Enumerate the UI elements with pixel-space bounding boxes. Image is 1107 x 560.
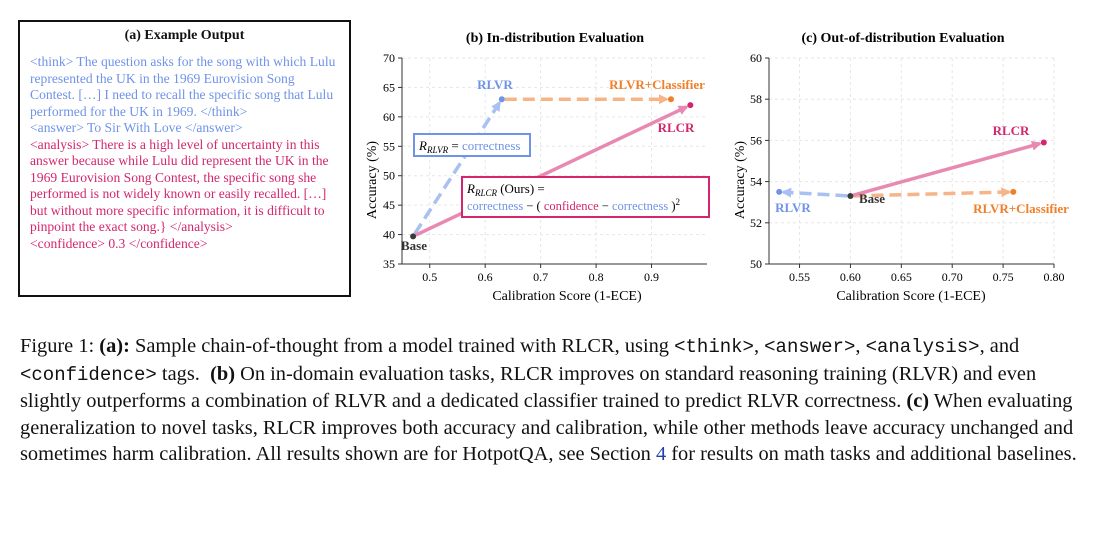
label-rlvr-classifier: RLVR+Classifier <box>609 77 705 92</box>
figure-caption: Figure 1: (a): Sample chain-of-thought f… <box>20 333 1090 468</box>
arrow-rlcr <box>852 140 1042 197</box>
arrow-rlvr <box>413 100 502 235</box>
chart-b-axes: 0.5 0.6 0.7 0.8 0.9 35 40 45 50 55 60 65 70 <box>383 51 707 284</box>
point-rlvr-classifier <box>1010 188 1017 195</box>
point-base <box>847 193 854 200</box>
rlvr-reward-box: RRLVR = correctness <box>413 133 531 157</box>
x-tick-label: 0.9 <box>644 270 659 284</box>
tag-confidence: <confidence> <box>20 363 157 386</box>
chart-b-ylabel: Accuracy (%) <box>365 141 380 219</box>
label-rlvr: RLVR <box>775 200 811 215</box>
chart-c-points <box>776 139 1047 200</box>
label-rlcr: RLCR <box>993 123 1030 138</box>
chart-b-xlabel: Calibration Score (1-ECE) <box>492 289 642 304</box>
arrow-rlvr-classifier <box>853 187 1012 198</box>
svg-text:correctness − ( confidence − c: correctness − ( confidence − correctness… <box>467 197 680 213</box>
y-tick-label: 50 <box>383 169 395 183</box>
label-rlvr: RLVR <box>477 77 513 92</box>
y-tick-label: 40 <box>383 228 395 242</box>
x-tick-label: 0.5 <box>422 270 437 284</box>
label-base: Base <box>859 191 885 206</box>
point-rlvr <box>498 96 505 103</box>
caption-text-4: On in-domain evaluation tasks, RLCR impr… <box>20 362 1037 413</box>
y-tick-label: 60 <box>383 110 395 124</box>
tag-answer: <answer> <box>764 336 856 358</box>
y-tick-label: 60 <box>750 51 762 65</box>
svg-text:RRLCR (Ours) =: RRLCR (Ours) = <box>466 181 545 198</box>
x-tick-label: 0.75 <box>993 270 1014 284</box>
panel-a-title: (a) Example Output <box>124 28 245 43</box>
confidence-block: <confidence> 0.3 </confidence> <box>30 235 208 251</box>
caption-figure-label: Figure 1: <box>20 335 100 357</box>
caption-text-1: Sample chain-of-thought from a model tra… <box>129 335 675 357</box>
point-rlvr <box>776 188 783 195</box>
y-tick-label: 50 <box>750 257 762 271</box>
x-tick-label: 0.70 <box>942 270 963 284</box>
caption-a-label: (a): <box>99 335 130 357</box>
caption-c-label: (c) <box>906 390 930 412</box>
think-block: <think> The question asks for the song w… <box>30 54 336 119</box>
arrow-rlvr <box>781 187 848 198</box>
x-tick-label: 0.80 <box>1044 270 1065 284</box>
example-output-panel: (a) Example Output <think> The question … <box>18 20 351 297</box>
y-tick-label: 55 <box>383 139 395 153</box>
chart-c-grid <box>769 57 1055 265</box>
caption-b-label: (b) <box>210 362 235 385</box>
rlcr-reward-box: RRLCR (Ours) = correctness − ( confidenc… <box>461 176 710 218</box>
x-tick-label: 0.60 <box>840 270 861 284</box>
x-tick-label: 0.65 <box>891 270 912 284</box>
out-of-distribution-chart: (c) Out-of-distribution Evaluation 0.55 0… <box>733 31 1069 304</box>
example-text: <think> The question asks for the song w… <box>30 54 339 252</box>
chart-c-axes: 0.55 0.60 0.65 0.70 0.75 0.80 50 52 54 56 58 60 <box>750 51 1065 284</box>
chart-c-title: (c) Out-of-distribution Evaluation <box>801 31 1004 46</box>
label-base: Base <box>401 238 427 253</box>
point-rlvr-classifier <box>667 96 674 103</box>
caption-sep-1: , <box>753 335 765 357</box>
caption-text-2: , and <box>979 335 1020 357</box>
answer-block: <answer> To Sir With Love </answer> <box>30 120 243 135</box>
caption-text-3: tags. <box>156 362 211 385</box>
label-rlvr-classifier: RLVR+Classifier <box>973 201 1069 216</box>
caption-sep-2: , <box>855 335 866 357</box>
x-tick-label: 0.8 <box>589 270 604 284</box>
tag-analysis: <analysis> <box>865 336 980 358</box>
section-link[interactable]: 4 <box>655 443 667 465</box>
x-tick-label: 0.6 <box>478 270 493 284</box>
x-tick-label: 0.55 <box>789 270 810 284</box>
y-tick-label: 58 <box>750 92 762 106</box>
caption-text-5: When evaluating generalization to novel … <box>20 390 1074 465</box>
y-tick-label: 56 <box>750 133 762 147</box>
y-tick-label: 65 <box>383 80 395 94</box>
y-tick-label: 45 <box>383 198 395 212</box>
in-distribution-chart: (b) In-distribution Evaluation 0.5 0.6 0.7… <box>365 31 710 304</box>
chart-b-arrows <box>413 94 689 237</box>
point-rlcr <box>1040 139 1047 146</box>
tag-think: <think> <box>674 336 754 358</box>
y-tick-label: 52 <box>750 216 762 230</box>
point-rlcr <box>687 102 694 109</box>
y-tick-label: 54 <box>750 175 762 189</box>
analysis-block: <analysis> There is a high level of unce… <box>30 136 329 235</box>
chart-c-ylabel: Accuracy (%) <box>733 141 748 219</box>
caption-text-6: for results on math tasks and additional… <box>666 443 1077 465</box>
y-tick-label: 70 <box>383 51 395 65</box>
x-tick-label: 0.7 <box>533 270 548 284</box>
arrow-rlcr <box>415 105 689 237</box>
point-base <box>410 233 417 240</box>
y-tick-label: 35 <box>383 257 395 271</box>
chart-b-title: (b) In-distribution Evaluation <box>466 31 644 46</box>
chart-b-points <box>410 96 694 240</box>
chart-c-xlabel: Calibration Score (1-ECE) <box>836 289 986 304</box>
label-rlcr: RLCR <box>658 120 695 135</box>
chart-c-arrows <box>781 140 1042 198</box>
svg-text:RRLVR = correctness: RRLVR = correctness <box>418 138 520 155</box>
